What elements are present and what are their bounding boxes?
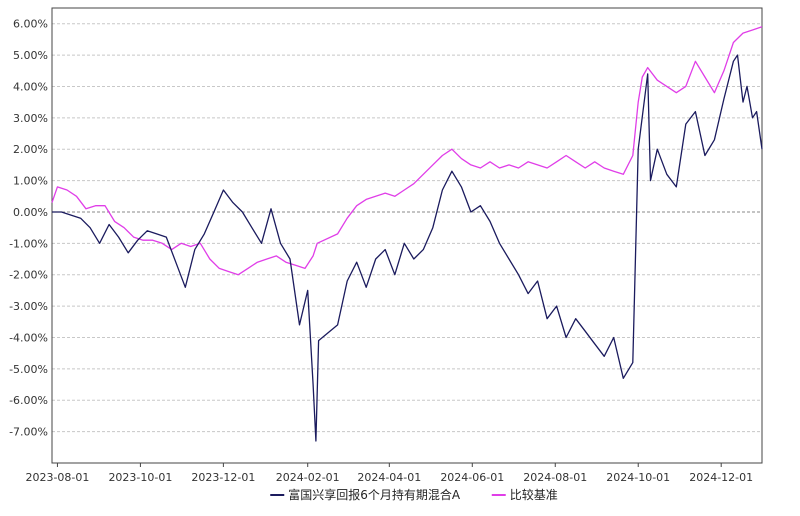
x-tick-label: 2024-12-01 [689,471,753,484]
y-tick-label: 5.00% [13,49,48,62]
x-tick-label: 2024-04-01 [357,471,421,484]
plot-frame [51,7,763,464]
x-tick-label: 2024-10-01 [606,471,670,484]
y-tick-label: -5.00% [9,363,48,376]
x-tick-label: 2023-10-01 [108,471,172,484]
grid-layer [52,23,762,433]
series-line [51,26,763,276]
y-tick-label: -3.00% [9,300,48,313]
x-tick-label: 2024-06-01 [440,471,504,484]
legend-label: 富国兴享回报6个月持有期混合A [288,487,461,502]
y-tick-label: 4.00% [13,80,48,93]
series-line [52,54,763,442]
x-tick-label: 2024-02-01 [276,471,340,484]
series-layer [51,26,763,442]
y-tick-label: 2.00% [13,143,48,156]
x-tick-label: 2024-08-01 [523,471,587,484]
legend-label: 比较基准 [510,487,558,502]
y-tick-label: -1.00% [9,237,48,250]
y-tick-label: -4.00% [9,331,48,344]
y-tick-label: 3.00% [13,112,48,125]
y-tick-label: -2.00% [9,269,48,282]
y-tick-label: 6.00% [13,18,48,31]
y-tick-label: 1.00% [13,175,48,188]
legend: 富国兴享回报6个月持有期混合A 比较基准 [270,487,558,502]
x-tick-label: 2023-08-01 [25,471,89,484]
y-tick-label: -7.00% [9,426,48,439]
y-tick-label: 0.00% [13,206,48,219]
x-tick-label: 2023-12-01 [191,471,255,484]
axis-layer: 6.00% 5.00% 4.00% 3.00% 2.00% 1.00% 0.00% -1.00… [9,7,763,484]
y-tick-label: -6.00% [9,394,48,407]
